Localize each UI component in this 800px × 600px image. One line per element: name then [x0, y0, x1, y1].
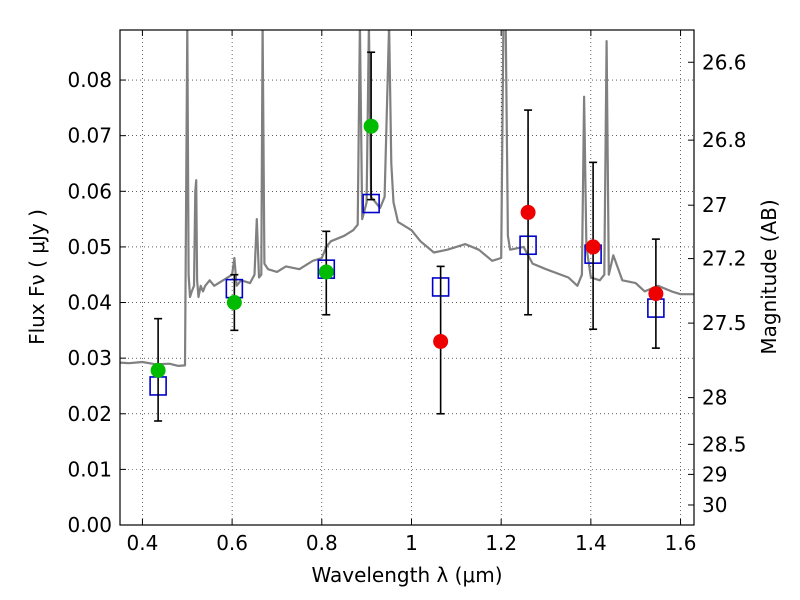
- data-marks: [149, 51, 665, 422]
- x-axis-title: Wavelength λ (μm): [311, 563, 502, 587]
- observed-point: [433, 333, 449, 349]
- observed-point: [585, 239, 601, 255]
- y2-tick-label: 27.5: [702, 311, 747, 335]
- y2-axis-title: Magnitude (AB): [757, 199, 781, 354]
- y-axis-title: Flux Fν ( μJy ): [25, 209, 49, 345]
- x-tick-label: 0.4: [127, 531, 159, 555]
- y2-tick-label: 29: [702, 462, 727, 486]
- plot-background: [120, 30, 694, 525]
- y-tick-label: 0.02: [67, 402, 112, 426]
- x-tick-label: 1.2: [485, 531, 517, 555]
- spectrum-line: [120, 30, 694, 367]
- y-axis: 0.00 0.01 0.02 0.03 0.04 0.05 0.06 0.07 0.08: [67, 68, 126, 537]
- observed-point: [318, 264, 334, 280]
- y2-tick-label: 28.5: [702, 432, 747, 456]
- y2-tick-label: 27.2: [702, 247, 747, 271]
- y-tick-label: 0.06: [67, 179, 112, 203]
- grid: [120, 30, 694, 526]
- x-tick-label: 1.4: [575, 531, 607, 555]
- y2-tick-label: 27: [702, 193, 727, 217]
- observed-point: [226, 295, 242, 311]
- y-tick-label: 0.04: [67, 291, 112, 315]
- spectrum-layer: [120, 30, 694, 367]
- observed-point: [150, 362, 166, 378]
- plot-frame: [119, 29, 695, 526]
- y-tick-label: 0.07: [67, 124, 112, 148]
- x-tick-label: 0.8: [306, 531, 338, 555]
- y2-axis: 26.6 26.8 27 27.2 27.5 28 28.5 29 30: [688, 50, 747, 517]
- y2-tick-label: 26.6: [702, 50, 747, 74]
- observed-point: [520, 204, 536, 220]
- x-tick-label: 1: [405, 531, 418, 555]
- y-tick-label: 0.08: [67, 68, 112, 92]
- y-tick-label: 0.05: [67, 235, 112, 259]
- y2-tick-label: 30: [702, 493, 727, 517]
- x-tick-label: 1.6: [665, 531, 697, 555]
- observed-point: [363, 118, 379, 134]
- y-tick-label: 0.03: [67, 346, 112, 370]
- y2-tick-label: 26.8: [702, 128, 747, 152]
- observed-point: [648, 286, 664, 302]
- y2-tick-label: 28: [702, 386, 727, 410]
- x-tick-label: 0.6: [216, 531, 248, 555]
- x-axis: 0.4 0.6 0.8 1 1.2 1.4 1.6: [127, 30, 697, 555]
- y-tick-label: 0.00: [67, 513, 112, 537]
- y-tick-label: 0.01: [67, 457, 112, 481]
